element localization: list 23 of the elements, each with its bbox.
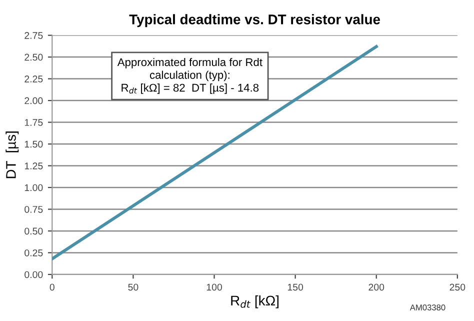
x-tick-label: 100 — [206, 284, 222, 291]
chart-title: Typical deadtime vs. DT resistor value — [129, 14, 380, 28]
x-tick-label: 150 — [288, 284, 304, 291]
text: Approximated formula for Rdt calculation (typ): R$_{dt}$ [kΩ] = 82 DT [µs] - 14.8 — [117, 58, 262, 94]
y-tick-label: 0.75 — [24, 206, 43, 213]
text: AM03380 — [410, 304, 446, 310]
y-tick-label: 2.25 — [24, 76, 43, 82]
x-tick-label: 0 — [50, 284, 54, 291]
y-tick-label: 1.00 — [24, 184, 43, 192]
y-tick-label: 0.25 — [24, 249, 43, 256]
x-tick-label: 50 — [128, 284, 138, 291]
y-tick-label: 1.25 — [24, 162, 43, 170]
y-tick-label: 0.50 — [24, 228, 43, 235]
y-tick-label: 2.50 — [24, 54, 43, 61]
y-tick-label: 1.75 — [24, 119, 43, 126]
y-axis-title: DT [µs] — [6, 132, 19, 178]
x-axis-title: R$_{dt}$ [kΩ] — [231, 295, 278, 308]
y-tick-label: 2.75 — [24, 32, 43, 39]
y-tick-label: 2.00 — [24, 97, 43, 104]
x-tick-label: 200 — [368, 284, 384, 291]
y-tick-label: 0.00 — [24, 271, 43, 278]
x-tick-label: 250 — [450, 284, 466, 291]
y-tick-label: 1.50 — [24, 140, 43, 148]
